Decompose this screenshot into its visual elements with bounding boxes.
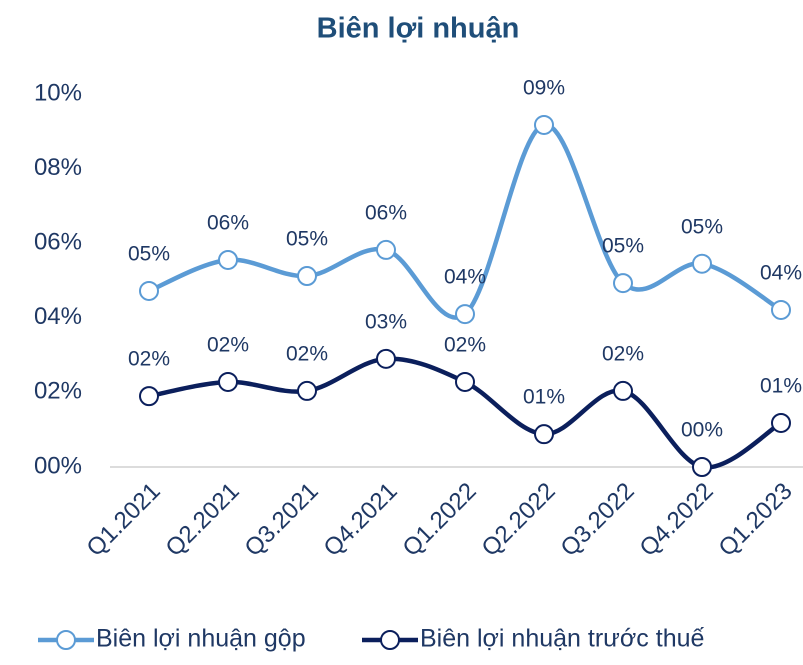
data-label: 06% xyxy=(365,201,407,224)
point-marker xyxy=(218,371,238,392)
data-label: 04% xyxy=(760,262,802,285)
data-label: 02% xyxy=(444,334,486,357)
x-tick-label: Q2.2022 xyxy=(477,478,561,562)
data-label: 05% xyxy=(286,228,328,251)
y-tick-label: 08% xyxy=(34,154,82,181)
data-label: 01% xyxy=(523,386,565,409)
series-line xyxy=(148,122,783,320)
x-tick-label: Q1.2023 xyxy=(714,478,798,562)
x-tick-label: Q4.2021 xyxy=(319,478,403,562)
point-marker xyxy=(692,253,712,274)
y-tick-label: 02% xyxy=(34,378,82,405)
point-marker xyxy=(139,280,159,301)
y-tick-label: 06% xyxy=(34,229,82,256)
point-marker xyxy=(771,299,791,320)
y-tick-label: 10% xyxy=(34,79,82,106)
legend-label: Biên lợi nhuận trước thuế xyxy=(420,625,704,653)
data-label: 03% xyxy=(365,310,407,333)
point-marker xyxy=(218,249,238,270)
point-marker xyxy=(534,424,554,445)
series-line xyxy=(148,356,783,470)
data-label: 02% xyxy=(207,334,249,357)
point-marker xyxy=(297,266,317,287)
point-marker xyxy=(692,457,712,477)
legend-label: Biên lợi nhuận gộp xyxy=(96,625,306,653)
data-label: 05% xyxy=(681,215,723,238)
legend-marker xyxy=(380,630,400,650)
y-tick-label: 04% xyxy=(34,303,82,330)
data-label: 02% xyxy=(286,342,328,365)
data-label: 05% xyxy=(602,235,644,258)
data-label: 04% xyxy=(444,266,486,289)
x-tick-label: Q3.2022 xyxy=(556,478,640,562)
data-label: 06% xyxy=(207,212,249,235)
data-label: 05% xyxy=(128,242,170,265)
point-marker xyxy=(455,304,475,325)
point-marker xyxy=(534,114,554,135)
data-label: 00% xyxy=(681,419,723,442)
point-marker xyxy=(139,386,159,407)
point-marker xyxy=(771,412,791,433)
x-tick-label: Q1.2021 xyxy=(82,478,166,562)
x-tick-label: Q4.2022 xyxy=(635,478,719,562)
point-marker xyxy=(376,239,396,260)
x-tick-label: Q2.2021 xyxy=(161,478,245,562)
legend-marker xyxy=(56,630,76,650)
data-label: 09% xyxy=(523,77,565,100)
x-tick-label: Q3.2021 xyxy=(240,478,324,562)
point-marker xyxy=(297,380,317,401)
point-marker xyxy=(376,348,396,369)
data-label: 01% xyxy=(760,375,802,398)
chart-title: Biên lợi nhuận xyxy=(317,13,520,45)
point-marker xyxy=(613,380,633,401)
point-marker xyxy=(455,371,475,392)
data-label: 02% xyxy=(128,348,170,371)
y-tick-label: 00% xyxy=(34,452,82,479)
point-marker xyxy=(613,273,633,294)
x-tick-label: Q1.2022 xyxy=(398,478,482,562)
data-label: 02% xyxy=(602,342,644,365)
